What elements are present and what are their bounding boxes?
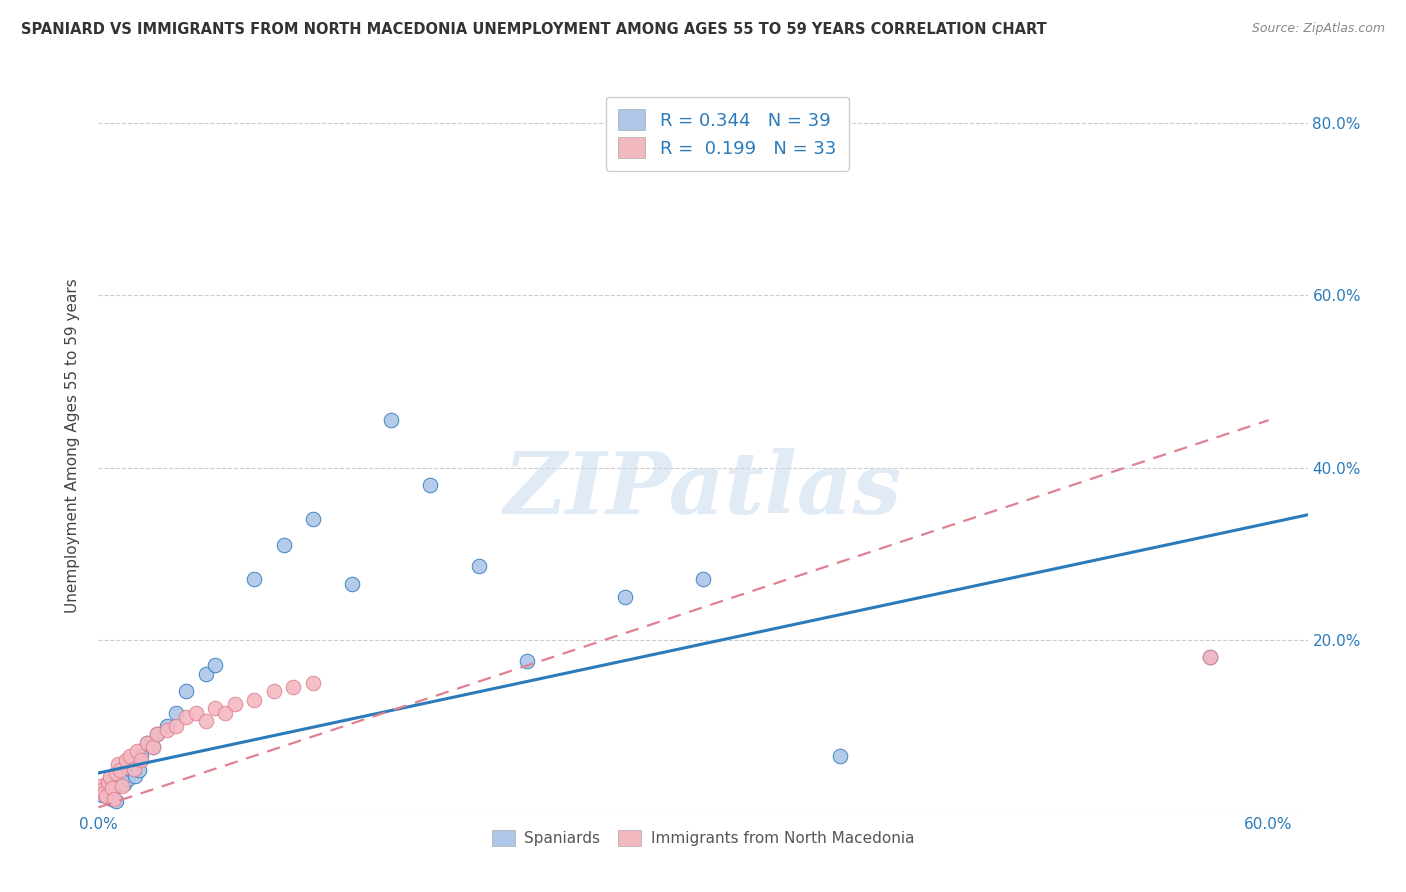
Point [263,684,285,698]
Point [184,706,207,720]
Point [165,719,187,733]
Point [107,757,129,772]
Point [114,753,136,767]
Text: ZIPatlas: ZIPatlas [503,448,903,532]
Point [614,590,637,604]
Point [467,559,489,574]
Point [96,789,118,804]
Point [91,783,114,797]
Point [146,727,169,741]
Point [136,736,159,750]
Point [142,740,165,755]
Point [302,512,325,526]
Point [174,710,197,724]
Point [156,719,179,733]
Point [98,786,121,800]
Point [108,764,131,778]
Point [243,693,266,707]
Point [1199,649,1222,664]
Point [340,576,363,591]
Point [131,753,153,767]
Point [124,768,146,782]
Point [273,538,295,552]
Point [131,748,153,763]
Point [118,748,141,763]
Point [103,780,125,795]
Point [122,757,145,772]
Point [122,762,145,776]
Point [93,783,115,797]
Point [302,675,325,690]
Point [380,413,402,427]
Point [101,792,124,806]
Point [419,477,441,491]
Point [111,766,134,780]
Point [127,753,149,767]
Point [224,697,246,711]
Point [104,794,127,808]
Point [107,774,129,789]
Point [828,748,851,763]
Point [194,667,217,681]
Point [117,772,139,786]
Text: Source: ZipAtlas.com: Source: ZipAtlas.com [1251,22,1385,36]
Point [111,779,134,793]
Point [516,654,538,668]
Point [101,780,124,795]
Point [93,786,115,800]
Point [1199,649,1222,664]
Point [136,736,159,750]
Point [165,706,187,720]
Point [98,770,121,784]
Point [103,792,125,806]
Point [104,766,127,780]
Point [118,762,141,776]
Point [96,789,118,804]
Point [97,774,120,789]
Point [112,777,135,791]
Point [127,744,149,758]
Legend: Spaniards, Immigrants from North Macedonia: Spaniards, Immigrants from North Macedon… [482,821,924,855]
Text: SPANIARD VS IMMIGRANTS FROM NORTH MACEDONIA UNEMPLOYMENT AMONG AGES 55 TO 59 YEA: SPANIARD VS IMMIGRANTS FROM NORTH MACEDO… [21,22,1047,37]
Point [174,684,197,698]
Point [156,723,179,737]
Point [128,764,150,778]
Point [146,727,169,741]
Point [692,573,714,587]
Point [204,701,226,715]
Point [194,714,217,729]
Point [243,573,266,587]
Point [214,706,236,720]
Point [89,779,111,793]
Point [204,658,226,673]
Point [283,680,305,694]
Point [142,740,165,755]
Point [97,779,120,793]
Point [91,788,114,802]
Y-axis label: Unemployment Among Ages 55 to 59 years: Unemployment Among Ages 55 to 59 years [65,278,80,614]
Point [108,770,131,784]
